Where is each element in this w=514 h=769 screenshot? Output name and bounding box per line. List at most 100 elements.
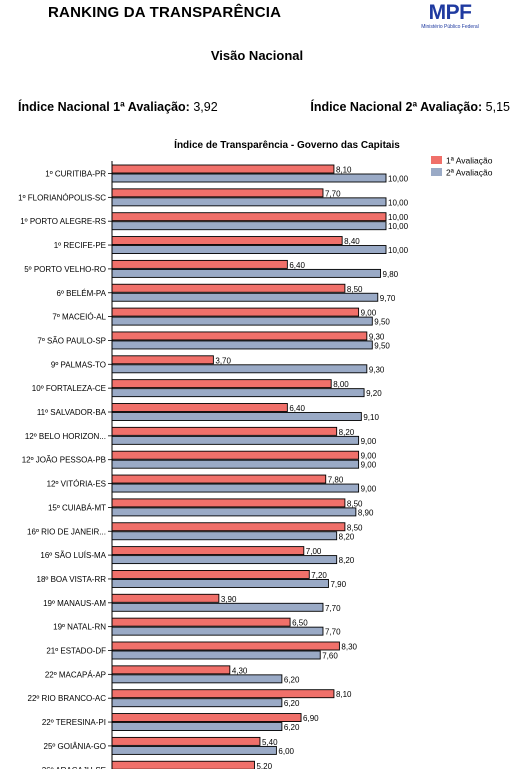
data-label-second-evaluation: 9,00 <box>361 437 377 446</box>
category-label: 12º BELO HORIZON... <box>25 432 106 441</box>
bar-first-evaluation <box>111 259 288 269</box>
data-label-first-evaluation: 7,00 <box>306 547 322 556</box>
category-label: 11º SALVADOR-BA <box>37 408 107 417</box>
category-label: 19º MANAUS-AM <box>43 599 106 608</box>
national-index-first-value: 3,92 <box>193 100 218 114</box>
bar-second-evaluation <box>111 292 379 302</box>
data-label-second-evaluation: 9,50 <box>374 318 390 327</box>
legend-swatch-2 <box>431 168 442 176</box>
category-label: 22º TERESINA-PI <box>42 718 106 727</box>
data-label-first-evaluation: 7,70 <box>325 189 341 198</box>
bar-second-evaluation <box>111 555 338 565</box>
data-label-second-evaluation: 9,30 <box>369 365 385 374</box>
data-label-second-evaluation: 9,50 <box>374 341 390 350</box>
category-label: 22º MACAPÁ-AP <box>45 670 106 679</box>
bar-second-evaluation <box>111 245 387 255</box>
bar-first-evaluation <box>111 403 288 412</box>
data-label-first-evaluation: 8,50 <box>347 523 363 532</box>
data-label-first-evaluation: 9,00 <box>361 309 377 318</box>
bar-first-evaluation <box>111 689 335 699</box>
chart-title: Índice de Transparência - Governo das Ca… <box>174 138 400 151</box>
data-label-second-evaluation: 8,20 <box>339 556 355 565</box>
bar-second-evaluation <box>111 268 381 278</box>
mpf-logo: MPF Ministério Público Federal <box>418 1 482 31</box>
category-label: 12º JOÃO PESSOA-PB <box>22 456 106 465</box>
category-label: 16º SÃO LUÍS-MA <box>40 551 106 560</box>
bar-first-evaluation <box>111 522 346 532</box>
bar-second-evaluation <box>111 435 360 445</box>
bar-first-evaluation <box>111 570 310 579</box>
category-label: 22º RIO BRANCO-AC <box>28 694 107 703</box>
category-label: 19º NATAL-RN <box>53 623 106 632</box>
bar-second-evaluation <box>111 197 387 207</box>
data-label-second-evaluation: 10,00 <box>388 175 409 184</box>
bar-second-evaluation <box>111 221 387 231</box>
page-subtitle: Visão Nacional <box>210 48 304 63</box>
bar-first-evaluation <box>111 593 220 603</box>
bar-second-evaluation <box>111 626 324 636</box>
data-label-second-evaluation: 7,70 <box>325 604 341 613</box>
bar-second-evaluation <box>111 483 360 493</box>
data-label-first-evaluation: 7,80 <box>328 476 344 485</box>
bar-second-evaluation <box>111 388 365 398</box>
data-label-second-evaluation: 10,00 <box>388 198 409 207</box>
bar-first-evaluation <box>111 331 368 341</box>
logo-text: MPF <box>428 1 472 24</box>
data-label-second-evaluation: 7,60 <box>322 652 338 661</box>
bar-first-evaluation <box>111 236 343 246</box>
category-label: 7º MACEIÓ-AL <box>52 313 106 322</box>
bar-first-evaluation <box>111 307 360 317</box>
data-label-second-evaluation: 9,00 <box>361 461 377 470</box>
category-label: 21º ESTADO-DF <box>46 647 106 656</box>
data-label-first-evaluation: 7,20 <box>311 571 327 580</box>
bar-second-evaluation <box>111 698 283 708</box>
bar-first-evaluation <box>111 355 214 365</box>
bar-first-evaluation <box>111 498 346 508</box>
bar-first-evaluation <box>111 641 340 651</box>
data-label-first-evaluation: 8,40 <box>344 237 360 246</box>
data-label-second-evaluation: 8,90 <box>358 508 374 517</box>
data-label-first-evaluation: 6,40 <box>289 261 305 270</box>
national-index-second-value: 5,15 <box>485 100 510 114</box>
data-label-second-evaluation: 6,20 <box>284 723 300 732</box>
bar-first-evaluation <box>111 212 387 222</box>
category-label: 12º VITÓRIA-ES <box>47 480 106 489</box>
data-label-second-evaluation: 9,20 <box>366 389 382 398</box>
bar-first-evaluation <box>111 713 302 722</box>
data-label-second-evaluation: 10,00 <box>388 222 409 231</box>
data-label-second-evaluation: 9,70 <box>380 294 396 303</box>
bar-first-evaluation <box>111 188 324 198</box>
bar-second-evaluation <box>111 412 362 421</box>
bar-first-evaluation <box>111 450 360 460</box>
data-label-first-evaluation: 8,30 <box>341 643 357 652</box>
data-label-first-evaluation: 5,40 <box>262 738 278 747</box>
bar-second-evaluation <box>111 650 321 660</box>
bar-second-evaluation <box>111 507 357 517</box>
data-label-first-evaluation: 8,00 <box>333 380 349 389</box>
category-label: 25º GOIÂNIA-GO <box>44 742 107 751</box>
bar-first-evaluation <box>111 426 338 436</box>
legend-label-2: 2ª Avaliação <box>446 168 493 178</box>
category-label: 1º PORTO ALEGRE-RS <box>20 217 106 226</box>
data-label-first-evaluation: 8,10 <box>336 166 352 175</box>
data-label-first-evaluation: 8,20 <box>339 428 355 437</box>
category-label: 1º CURITIBA-PR <box>45 170 106 179</box>
category-label: 26º ARACAJU-SE <box>42 766 106 769</box>
national-index-second-label: Índice Nacional 2ª Avaliação: <box>310 100 483 114</box>
national-index-second: Índice Nacional 2ª Avaliação: 5,15 <box>310 100 510 114</box>
bar-first-evaluation <box>111 665 231 675</box>
bar-second-evaluation <box>111 316 373 326</box>
data-label-second-evaluation: 8,20 <box>339 532 355 541</box>
bar-first-evaluation <box>111 283 346 293</box>
data-label-second-evaluation: 10,00 <box>388 246 409 255</box>
category-label: 1º FLORIANÓPOLIS-SC <box>18 193 106 202</box>
bar-second-evaluation <box>111 173 387 183</box>
data-label-second-evaluation: 7,70 <box>325 628 341 637</box>
data-label-second-evaluation: 9,00 <box>361 485 377 494</box>
data-label-first-evaluation: 9,30 <box>369 332 385 341</box>
data-label-second-evaluation: 9,80 <box>383 270 399 279</box>
data-label-second-evaluation: 6,20 <box>284 699 300 708</box>
page-title: RANKING DA TRANSPARÊNCIA <box>48 4 282 21</box>
